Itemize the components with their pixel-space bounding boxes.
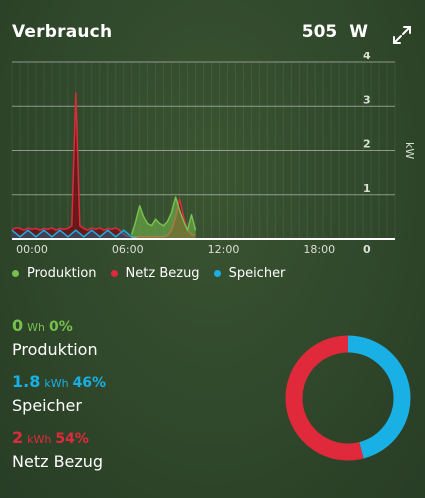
power-value: 505 [301, 22, 338, 42]
stat-produktion: 0 Wh 0% Produktion [12, 316, 106, 360]
series-area [131, 197, 196, 239]
series-line [11, 229, 140, 240]
y-axis-label: kW [403, 142, 416, 159]
power-unit: W [349, 22, 368, 42]
chart-legend: Produktion Netz Bezug Speicher [12, 266, 299, 281]
legend-item-netz-bezug[interactable]: Netz Bezug [110, 266, 200, 281]
legend-label: Produktion [27, 266, 97, 281]
stat-name: Speicher [12, 396, 82, 415]
consumption-chart: 0 1 2 3 4 kW 00:00 06:00 12:00 18:00 [11, 52, 416, 256]
y-tick-label: 3 [363, 93, 371, 106]
y-tick-label: 4 [363, 52, 371, 62]
y-tick-label: 0 [363, 243, 371, 256]
series-line [130, 196, 197, 235]
expand-arrows-icon[interactable] [391, 24, 413, 46]
donut-segment-speicher[interactable] [347, 335, 411, 459]
stat-unit: Wh [27, 321, 45, 334]
stat-value: 0 [12, 316, 24, 335]
stat-name: Netz Bezug [12, 452, 104, 471]
stat-values: 0 Wh 0% [12, 316, 106, 338]
stats-list: 0 Wh 0% Produktion 1.8 kWh 46% Speicher 2 kWh 54% N… [12, 316, 106, 484]
chart-grid [11, 61, 396, 239]
stat-values: 2 kWh 54% [12, 428, 106, 450]
legend-label: Netz Bezug [125, 266, 200, 281]
legend-dot [213, 270, 221, 277]
stat-netz-bezug: 2 kWh 54% Netz Bezug [12, 428, 106, 472]
card-header: Verbrauch 505 W [12, 22, 413, 48]
legend-dot [110, 270, 118, 277]
stat-value: 2 [12, 428, 24, 447]
legend-item-speicher[interactable]: Speicher [213, 266, 286, 281]
y-tick-label: 1 [363, 182, 371, 195]
stat-percent: 0% [49, 319, 73, 335]
legend-item-produktion[interactable]: Produktion [12, 266, 97, 281]
x-tick-label: 00:00 [16, 243, 48, 256]
current-power: 505 W [302, 22, 368, 42]
series-area [12, 93, 196, 239]
stat-unit: kWh [27, 433, 52, 446]
card-title: Verbrauch [12, 22, 113, 42]
legend-label: Speicher [228, 266, 286, 281]
stat-speicher: 1.8 kWh 46% Speicher [12, 372, 106, 416]
series-area [12, 230, 140, 239]
donut-segment-netz-bezug[interactable] [285, 335, 364, 461]
stat-percent: 54% [55, 431, 89, 447]
stat-percent: 46% [72, 375, 107, 391]
stat-values: 1.8 kWh 46% [12, 372, 106, 394]
series-produktion [130, 196, 197, 239]
series-speicher [11, 229, 140, 240]
stat-name: Produktion [12, 340, 98, 359]
series-line [11, 92, 196, 238]
x-tick-label: 06:00 [112, 243, 144, 256]
legend-dot [12, 270, 19, 277]
share-donut-chart [285, 335, 411, 461]
stat-value: 1.8 [12, 372, 41, 391]
series-netz-bezug [11, 92, 196, 239]
x-tick-label: 18:00 [303, 243, 335, 256]
x-tick-label: 12:00 [208, 243, 240, 256]
y-tick-label: 2 [363, 138, 371, 151]
stat-unit: kWh [44, 377, 69, 390]
